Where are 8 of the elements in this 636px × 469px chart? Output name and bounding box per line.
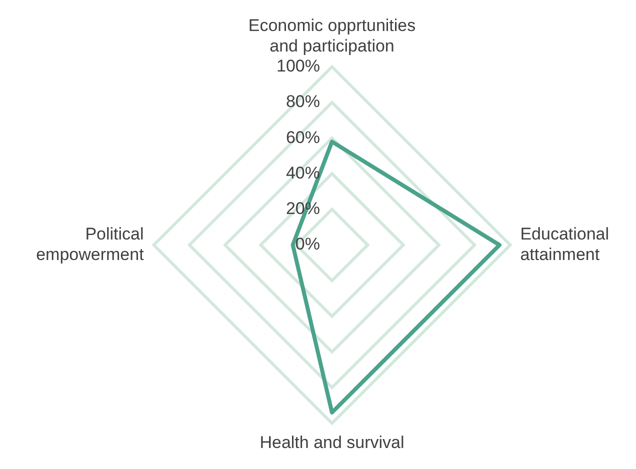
spoke-label: Political empowerment	[36, 224, 144, 264]
y-tick-label: 0%	[295, 234, 320, 254]
y-tick-label: 80%	[286, 92, 320, 112]
spoke-label: Health and survival	[260, 433, 404, 452]
spoke-label: Educational attainment	[520, 224, 610, 264]
spoke-label: Economic opprtunities and participation	[248, 16, 416, 56]
y-tick-label: 60%	[286, 128, 320, 147]
y-tick-label: 100%	[276, 56, 320, 76]
